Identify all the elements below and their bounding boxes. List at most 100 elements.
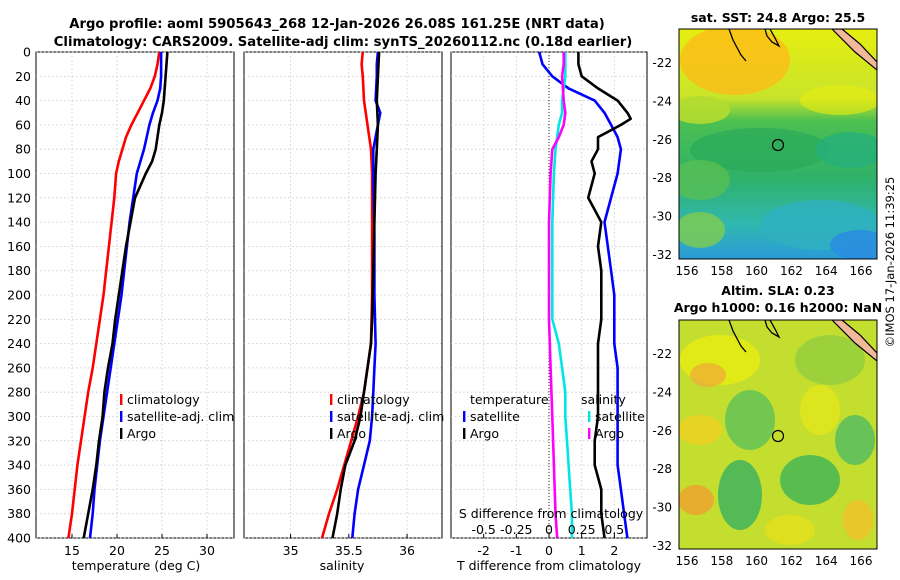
y-tick-label: 40 — [15, 93, 31, 108]
temperature-axis-label: temperature (deg C) — [72, 558, 201, 573]
figure-title-line2: Climatology: CARS2009. Satellite-adj cli… — [54, 35, 632, 50]
coastline — [764, 29, 781, 48]
y-tick-label: 140 — [7, 215, 31, 230]
sla-map-subtitle: Argo h1000: 0.16 h2000: NaN — [674, 300, 882, 315]
temperature-series — [67, 51, 169, 539]
longitude-tick-label: 166 — [850, 264, 873, 278]
x-tick-label: 35.5 — [335, 543, 363, 558]
sst-field — [679, 29, 877, 259]
y-tick-label: 160 — [7, 239, 31, 254]
x-tick-label: 15 — [64, 543, 80, 558]
latitude-tick-label: -28 — [652, 171, 672, 185]
y-tick-label: 240 — [7, 336, 31, 351]
latitude-tick-label: -26 — [652, 133, 672, 147]
sla-map-longitude-ticks: 156 158 160 162 164 166 — [676, 554, 873, 568]
y-tick-label: 260 — [7, 360, 31, 375]
salinity-grid — [244, 51, 442, 539]
s-difference-tick-labels: -0.5 -0.25 0 0.25 0.5 — [471, 522, 624, 537]
y-tick-label: 320 — [7, 433, 31, 448]
longitude-tick-label: 160 — [745, 264, 768, 278]
x-tick-label: 2 — [610, 543, 618, 558]
longitude-tick-label: 162 — [780, 264, 803, 278]
legend-swatch-climatology — [330, 394, 333, 405]
sla-field — [679, 320, 877, 549]
sla-map-title: Altim. SLA: 0.23 — [721, 283, 834, 298]
latitude-tick-label: -22 — [652, 347, 672, 361]
y-tick-label: 220 — [7, 312, 31, 327]
salinity-tick-labels: 35 35.5 36 — [283, 543, 415, 558]
longitude-tick-label: 162 — [780, 554, 803, 568]
latitude-tick-label: -32 — [652, 248, 672, 262]
legend-label-s-satellite: satellite — [595, 409, 645, 424]
depth-tick-labels: 0 20 40 60 80 100 120 140 160 180 200 220 240 260 280 3… — [7, 45, 31, 546]
x-tick-label: 30 — [199, 543, 215, 558]
series-line-s-satellite — [551, 52, 574, 538]
y-tick-label: 200 — [7, 288, 31, 303]
argo-position-marker — [771, 429, 785, 443]
sla-map: Altim. SLA: 0.23 Argo h1000: 0.16 h2000:… — [652, 283, 882, 568]
temperature-grid — [36, 51, 234, 539]
y-tick-label: 100 — [7, 166, 31, 181]
y-tick-label: 180 — [7, 263, 31, 278]
difference-grid — [451, 51, 647, 539]
coastline — [728, 320, 747, 353]
legend-swatch-t-argo — [463, 428, 466, 439]
difference-panel: -2 -1 0 1 2 temperature satellite Argo salin… — [450, 51, 648, 573]
legend-label-climatology: climatology — [127, 392, 200, 407]
y-tick-label: 380 — [7, 506, 31, 521]
legend-label-t-argo: Argo — [470, 426, 499, 441]
y-tick-label: 280 — [7, 385, 31, 400]
longitude-tick-label: 160 — [745, 554, 768, 568]
latitude-tick-label: -22 — [652, 56, 672, 70]
legend-label-s-argo: Argo — [595, 426, 624, 441]
longitude-tick-label: 164 — [815, 554, 838, 568]
longitude-tick-label: 166 — [850, 554, 873, 568]
y-tick-label: 60 — [15, 117, 31, 132]
sst-map: sat. SST: 24.8 Argo: 25.5 156 158 160 162 16… — [652, 10, 878, 278]
x-tick-label: 0 — [545, 543, 553, 558]
legend-label-argo: Argo — [337, 426, 366, 441]
x-tick-label: -1 — [510, 543, 522, 558]
legend-swatch-satellite — [330, 411, 333, 422]
sst-map-frame — [678, 28, 878, 260]
legend-label-satellite: satellite-adj. clim — [127, 409, 234, 424]
series-line-climatology — [67, 51, 161, 539]
legend-title-salinity: salinity — [581, 392, 626, 407]
legend-swatch-t-satellite — [463, 411, 466, 422]
sst-map-longitude-ticks: 156 158 160 162 164 166 — [676, 264, 873, 278]
longitude-tick-label: 158 — [710, 264, 733, 278]
longitude-tick-label: 156 — [676, 554, 699, 568]
s-tick-label: -0.25 — [500, 522, 532, 537]
longitude-tick-label: 156 — [676, 264, 699, 278]
sst-map-latitude-ticks: -22 -24 -26 -28 -30 -32 — [652, 56, 672, 262]
y-tick-label: 340 — [7, 458, 31, 473]
series-line-t-satellite — [537, 51, 629, 539]
longitude-tick-label: 158 — [710, 554, 733, 568]
legend-label-satellite: satellite-adj. clim — [337, 409, 444, 424]
difference-legend: temperature satellite Argo salinity sate… — [463, 392, 645, 441]
temperature-legend: climatology satellite-adj. clim Argo — [120, 392, 234, 441]
latitude-tick-label: -26 — [652, 424, 672, 438]
legend-label-t-satellite: satellite — [470, 409, 520, 424]
salinity-axis-label: salinity — [320, 558, 365, 573]
s-tick-label: 0 — [545, 522, 553, 537]
latitude-tick-label: -32 — [652, 539, 672, 553]
salinity-legend: climatology satellite-adj. clim Argo — [330, 392, 444, 441]
legend-swatch-argo — [330, 428, 333, 439]
y-tick-label: 120 — [7, 190, 31, 205]
legend-swatch-climatology — [120, 394, 123, 405]
s-tick-label: 0.25 — [568, 522, 596, 537]
sst-map-title: sat. SST: 24.8 Argo: 25.5 — [691, 10, 865, 25]
legend-title-temperature: temperature — [470, 392, 549, 407]
series-line-argo — [331, 51, 381, 539]
land-new-caledonia — [831, 320, 877, 362]
series-line-s-argo — [547, 52, 567, 539]
temperature-tick-labels: 15 20 25 30 — [64, 543, 215, 558]
x-tick-label: 35 — [283, 543, 299, 558]
legend-label-argo: Argo — [127, 426, 156, 441]
legend-swatch-s-argo — [588, 428, 591, 439]
figure-title-line1: Argo profile: aoml 5905643_268 12-Jan-20… — [69, 17, 605, 32]
t-difference-tick-labels: -2 -1 0 1 2 — [477, 543, 618, 558]
longitude-tick-label: 164 — [815, 264, 838, 278]
sla-map-frame — [678, 319, 878, 550]
